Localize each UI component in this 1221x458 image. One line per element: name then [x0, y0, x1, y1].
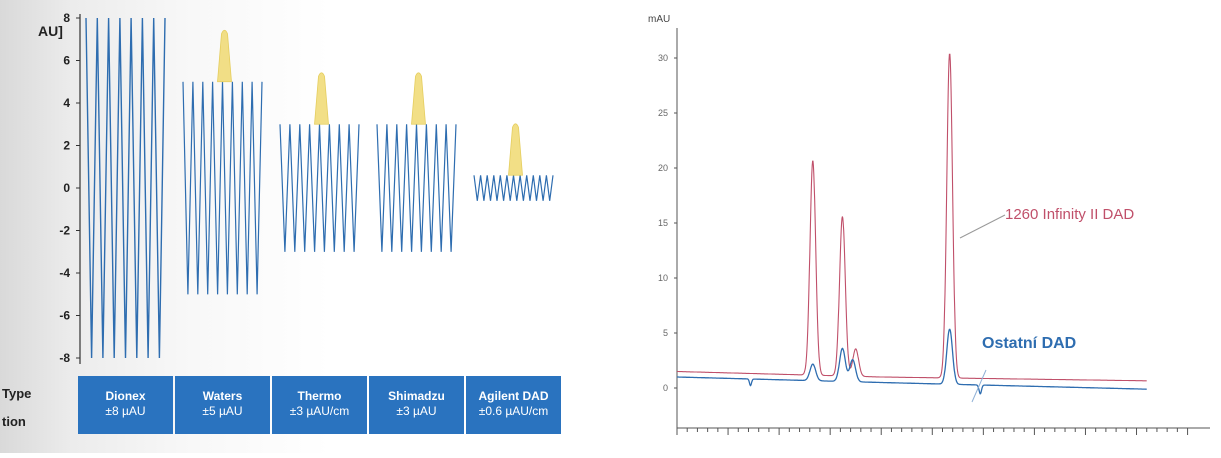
peak-agilent-dad [508, 123, 523, 176]
right-y-tick-label: 0 [663, 383, 668, 393]
table-cell-agilent-dad [466, 376, 561, 434]
noise-trace-agilent-dad [473, 175, 554, 201]
series-label-infinity-dad: 1260 Infinity II DAD [1005, 206, 1134, 223]
table-cell-shimadzu [369, 376, 464, 434]
series-label-ostatni-dad: Ostatní DAD [982, 335, 1076, 352]
table-vendor-name: Agilent DAD [479, 389, 549, 403]
table-row-label-type: Type [2, 386, 31, 401]
right-y-tick-label: 10 [658, 273, 668, 283]
table-vendor-name: Thermo [297, 389, 341, 403]
peak-shimadzu [411, 72, 426, 125]
chromatogram-trace-infinity-dad [677, 53, 1147, 382]
noise-comparison-chart: AU] 8 6 4 2 0 -2 -4 -6 -8 Dionex±8 µAU Waters±5 µ… [2, 11, 561, 434]
left-y-tick-label: -6 [59, 309, 70, 323]
right-y-tick-label: 30 [658, 53, 668, 63]
right-y-tick-label: 5 [663, 328, 668, 338]
table-noise-spec: ±5 µAU [202, 404, 242, 418]
noise-trace-thermo [279, 124, 360, 252]
table-vendor-name: Dionex [105, 389, 145, 403]
left-y-tick-label: 2 [63, 139, 70, 153]
left-y-tick-label: -8 [59, 351, 70, 365]
table-noise-spec: ±8 µAU [105, 404, 145, 418]
table-cell-thermo [272, 376, 367, 434]
peak-waters [217, 29, 232, 83]
left-y-axis-label: AU] [38, 23, 63, 39]
left-y-tick-label: -2 [59, 224, 70, 238]
chromatogram-chart: mAU 30 25 20 15 10 5 0 1260 Infinity II DAD Os… [648, 14, 1210, 435]
noise-trace-dionex [85, 17, 166, 359]
left-y-tick-label: 6 [63, 54, 70, 68]
infinity-label-leader [959, 214, 1006, 239]
left-y-tick-label: 4 [63, 96, 70, 110]
right-y-tick-label: 25 [658, 108, 668, 118]
table-row-label-spec: tion [2, 414, 26, 429]
table-noise-spec: ±3 µAU [396, 404, 436, 418]
table-noise-spec: ±3 µAU/cm [290, 404, 350, 418]
noise-comparison-panel: AU] 8 6 4 2 0 -2 -4 -6 -8 Dionex ±8 µAU Waters ±5 µ… [0, 0, 600, 453]
table-noise-spec: ±0.6 µAU/cm [479, 404, 549, 418]
table-cell-waters [175, 376, 270, 434]
ostatni-label-leader [971, 369, 987, 403]
peak-thermo [314, 72, 329, 125]
noise-trace-waters [182, 81, 263, 295]
noise-trace-shimadzu [376, 124, 457, 252]
left-y-tick-label: -4 [59, 266, 70, 280]
chromatogram-panel: mAU 30 25 20 15 10 5 0 1260 Infinity II DAD Os… [620, 0, 1221, 453]
chromatogram-trace-ostatni-dad [677, 328, 1147, 395]
table-vendor-name: Shimadzu [388, 389, 445, 403]
table-cell-dionex [78, 376, 173, 434]
left-y-tick-label: 0 [63, 181, 70, 195]
right-y-tick-label: 20 [658, 163, 668, 173]
right-y-tick-label: 15 [658, 218, 668, 228]
right-y-axis-label: mAU [648, 14, 670, 25]
table-vendor-name: Waters [203, 389, 243, 403]
left-y-tick-label: 8 [63, 11, 70, 25]
